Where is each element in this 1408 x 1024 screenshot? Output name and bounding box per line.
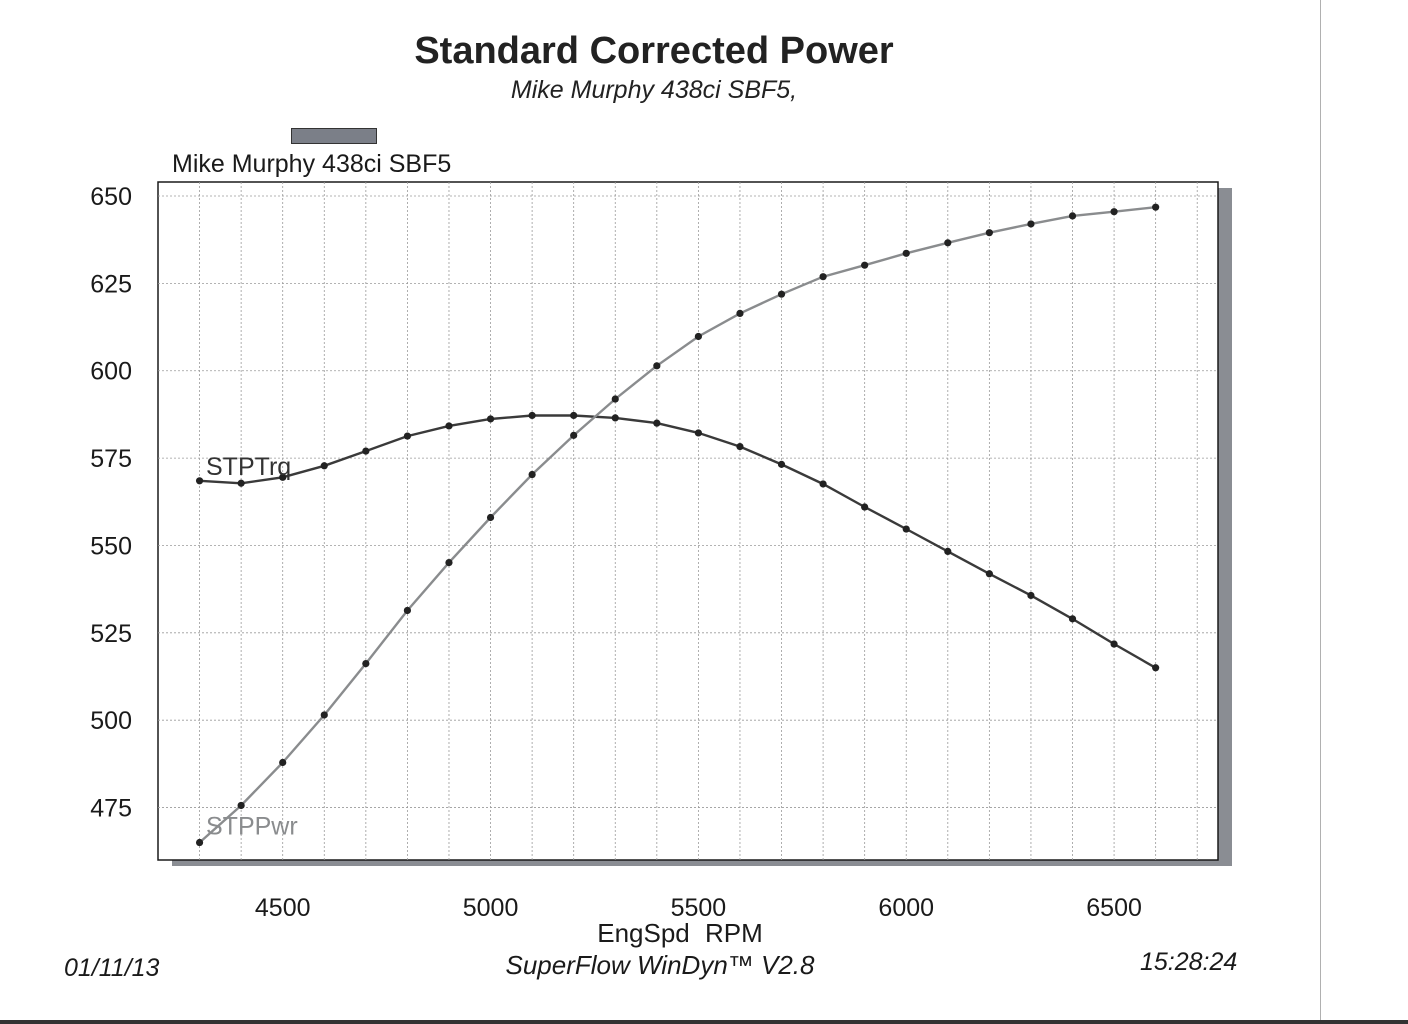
data-point-stppwr [1152, 203, 1160, 211]
y-tick-label: 475 [90, 795, 132, 823]
data-point-stptrq [653, 419, 661, 427]
data-point-stppwr [279, 758, 287, 767]
data-point-stptrq [528, 411, 536, 420]
x-tick-label: 5500 [671, 894, 727, 922]
data-point-stppwr [445, 558, 453, 567]
footer-date: 01/11/13 [64, 954, 160, 982]
data-point-stptrq [819, 480, 827, 488]
data-point-stppwr [611, 395, 619, 403]
data-point-stppwr [528, 470, 536, 479]
data-point-stptrq [1152, 664, 1160, 672]
data-point-stptrq [902, 525, 910, 533]
data-point-stptrq [861, 503, 869, 511]
data-point-stppwr [902, 249, 910, 257]
series-line-stppwr [198, 206, 1156, 844]
data-point-stptrq [570, 411, 578, 420]
data-point-stppwr [1068, 212, 1077, 220]
data-point-stptrq [1068, 615, 1077, 623]
y-tick-label: 600 [90, 358, 132, 386]
data-point-stppwr [237, 801, 245, 810]
data-point-stptrq [279, 473, 287, 481]
chart-subtitle: Mike Murphy 438ci SBF5, [510, 76, 798, 104]
chart-title: Standard Corrected Power [414, 30, 894, 72]
y-tick-label: 650 [90, 183, 132, 211]
data-point-stptrq [445, 422, 453, 430]
data-point-stppwr [819, 273, 827, 281]
data-point-stppwr [861, 261, 869, 269]
footer-software: SuperFlow WinDyn™ V2.8 [505, 950, 815, 980]
data-point-stppwr [985, 229, 993, 237]
data-point-stptrq [195, 477, 204, 485]
data-point-stppwr [777, 290, 786, 298]
data-point-stppwr [1027, 220, 1035, 228]
series-label-stptrq: STPTrq [206, 453, 291, 481]
series-label-stppwr: STPPwr [206, 813, 298, 841]
data-point-stptrq [694, 429, 702, 437]
footer-time: 15:28:24 [1140, 948, 1238, 976]
data-point-stptrq [1110, 640, 1118, 648]
data-point-stptrq [237, 479, 245, 487]
x-tick-label: 6500 [1086, 894, 1142, 922]
data-point-stptrq [777, 460, 786, 468]
data-point-stptrq [403, 432, 412, 440]
y-tick-label: 500 [90, 707, 132, 735]
data-point-stppwr [694, 332, 702, 341]
data-point-stppwr [486, 513, 495, 522]
scan-page-edge [1320, 0, 1321, 1024]
y-tick-label: 575 [90, 445, 132, 473]
data-point-stptrq [736, 442, 744, 451]
data-point-stptrq [486, 415, 495, 423]
data-point-stptrq [985, 570, 993, 578]
data-point-stppwr [1110, 208, 1118, 216]
y-tick-label: 625 [90, 270, 132, 298]
x-axis-label: EngSpd RPM [597, 918, 763, 948]
data-point-stppwr [320, 711, 328, 719]
x-tick-label: 5000 [463, 894, 519, 922]
legend-label: Mike Murphy 438ci SBF5 [172, 150, 452, 178]
plot-frame [157, 181, 1219, 861]
data-point-stppwr [944, 239, 952, 247]
data-point-stptrq [1027, 591, 1035, 600]
x-tick-label: 6000 [878, 894, 934, 922]
data-point-stptrq [611, 414, 619, 422]
legend-swatch [291, 128, 377, 144]
data-point-stptrq [320, 462, 328, 470]
data-point-stppwr [403, 606, 412, 615]
scan-bottom-edge [0, 1020, 1408, 1024]
data-point-stppwr [736, 309, 744, 318]
series-line-stptrq [199, 414, 1157, 669]
data-point-stppwr [653, 362, 661, 370]
y-tick-label: 550 [90, 532, 132, 560]
x-tick-label: 4500 [255, 894, 311, 922]
data-point-stppwr [362, 659, 370, 668]
data-point-stptrq [362, 447, 370, 455]
data-point-stppwr [195, 838, 204, 847]
y-tick-label: 525 [90, 620, 132, 648]
data-point-stptrq [944, 547, 952, 556]
data-point-stppwr [570, 431, 578, 439]
